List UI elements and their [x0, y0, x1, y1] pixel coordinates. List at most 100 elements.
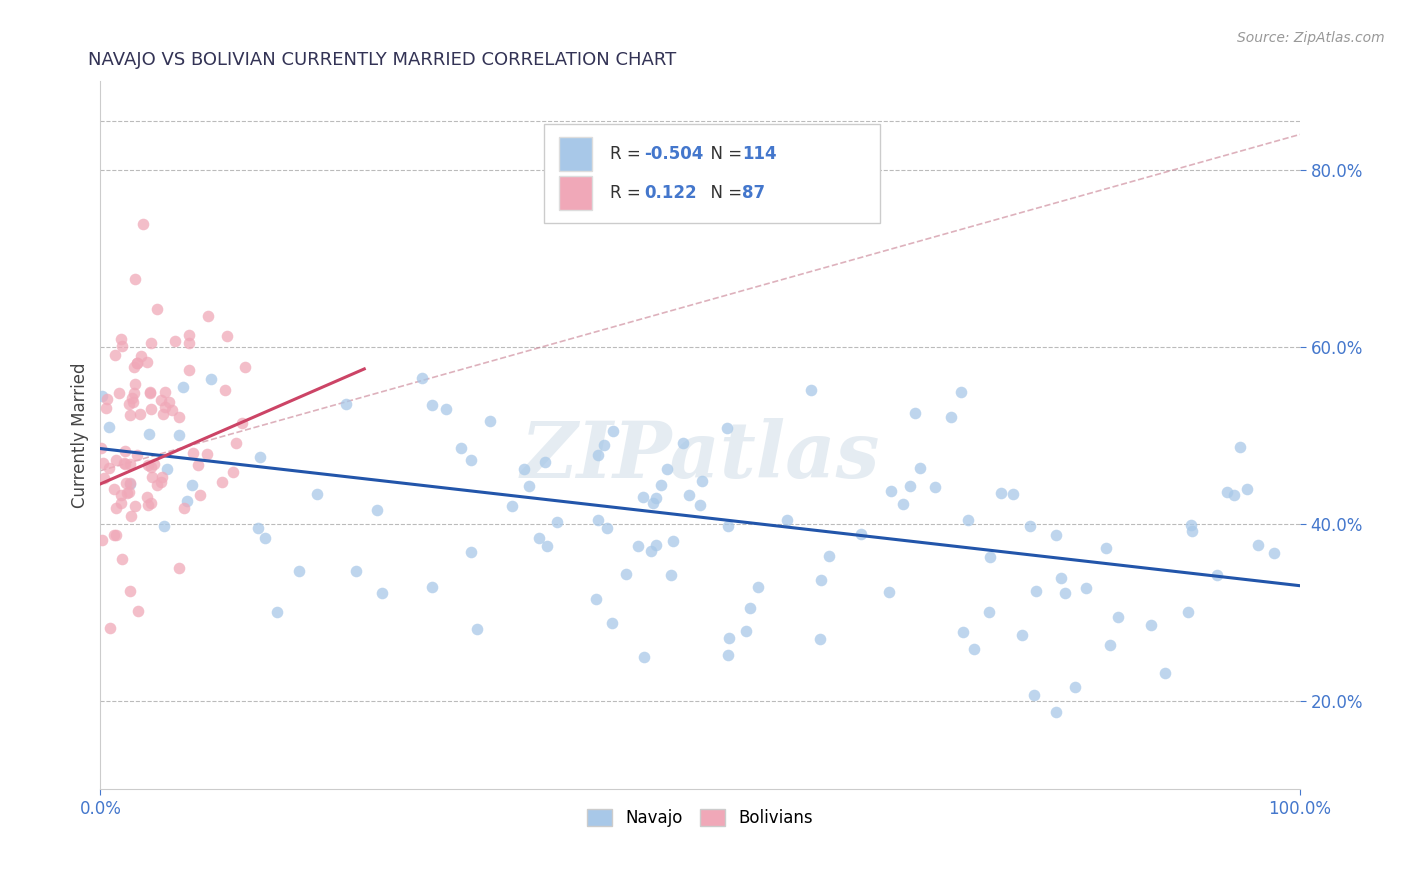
Point — [121, 395, 143, 409]
Point — [1180, 518, 1202, 533]
Point — [181, 446, 204, 460]
Point — [131, 217, 153, 231]
FancyBboxPatch shape — [558, 137, 592, 171]
Point — [124, 272, 146, 286]
Text: NAVAJO VS BOLIVIAN CURRENTLY MARRIED CORRELATION CHART: NAVAJO VS BOLIVIAN CURRENTLY MARRIED COR… — [89, 51, 676, 69]
Point — [160, 403, 183, 417]
Point — [124, 385, 146, 400]
Point — [89, 441, 111, 455]
Point — [141, 402, 163, 417]
Point — [434, 401, 457, 416]
Point — [153, 518, 176, 533]
Point — [1094, 541, 1116, 555]
Point — [253, 531, 276, 545]
Point — [118, 484, 141, 499]
Point — [165, 334, 187, 348]
Point — [246, 521, 269, 535]
Point — [139, 385, 162, 400]
Point — [891, 497, 914, 511]
Point — [904, 405, 927, 419]
Point — [146, 301, 169, 316]
Point — [420, 398, 443, 412]
Point — [179, 328, 201, 343]
Point — [197, 309, 219, 323]
Point — [231, 416, 253, 430]
Text: -0.504: -0.504 — [644, 145, 703, 163]
Point — [136, 498, 159, 512]
Point — [150, 470, 173, 484]
Point — [188, 488, 211, 502]
Point — [678, 487, 700, 501]
Point — [91, 389, 114, 403]
Point — [125, 355, 148, 369]
Text: N =: N = — [700, 184, 752, 202]
Point — [200, 372, 222, 386]
Point — [460, 453, 482, 467]
Point — [217, 329, 239, 343]
Point — [114, 475, 136, 490]
Point — [529, 531, 551, 545]
Point — [111, 339, 134, 353]
Point — [114, 444, 136, 458]
FancyBboxPatch shape — [558, 177, 592, 211]
Point — [655, 462, 678, 476]
Text: 114: 114 — [742, 145, 776, 163]
Point — [641, 496, 664, 510]
Point — [120, 409, 142, 423]
Point — [908, 461, 931, 475]
Point — [139, 386, 162, 401]
Point — [91, 533, 114, 547]
Text: R =: R = — [610, 184, 651, 202]
Point — [1049, 571, 1071, 585]
Point — [305, 487, 328, 501]
Point — [1022, 688, 1045, 702]
Point — [129, 407, 152, 421]
Point — [335, 397, 357, 411]
Point — [96, 392, 118, 407]
Point — [249, 450, 271, 464]
Point — [114, 457, 136, 471]
Point — [98, 621, 121, 635]
Point — [957, 513, 980, 527]
Point — [1019, 519, 1042, 533]
Point — [110, 488, 132, 502]
Point — [153, 400, 176, 414]
Point — [585, 591, 607, 606]
Point — [222, 465, 245, 479]
Point — [371, 586, 394, 600]
Point — [1064, 680, 1087, 694]
Point — [501, 499, 523, 513]
Point — [157, 395, 180, 409]
Point — [420, 580, 443, 594]
Point — [344, 564, 367, 578]
Point — [1045, 528, 1067, 542]
Point — [717, 648, 740, 663]
Point — [156, 462, 179, 476]
Point — [233, 359, 256, 374]
Point — [1153, 666, 1175, 681]
Point — [180, 477, 202, 491]
Point — [97, 420, 120, 434]
Point — [662, 534, 685, 549]
Point — [593, 438, 616, 452]
Legend: Navajo, Bolivians: Navajo, Bolivians — [581, 803, 820, 834]
Point — [107, 385, 129, 400]
Point — [1074, 582, 1097, 596]
Point — [450, 441, 472, 455]
Point — [596, 521, 619, 535]
Point — [103, 527, 125, 541]
Text: R =: R = — [610, 145, 647, 163]
Point — [127, 604, 149, 618]
Point — [214, 383, 236, 397]
Point — [136, 355, 159, 369]
Point — [586, 449, 609, 463]
Point — [747, 581, 769, 595]
Point — [110, 552, 132, 566]
Point — [1140, 618, 1163, 632]
Point — [195, 447, 218, 461]
Point — [941, 409, 963, 424]
Point — [104, 528, 127, 542]
Point — [97, 461, 120, 475]
Point — [460, 545, 482, 559]
Point — [139, 336, 162, 351]
